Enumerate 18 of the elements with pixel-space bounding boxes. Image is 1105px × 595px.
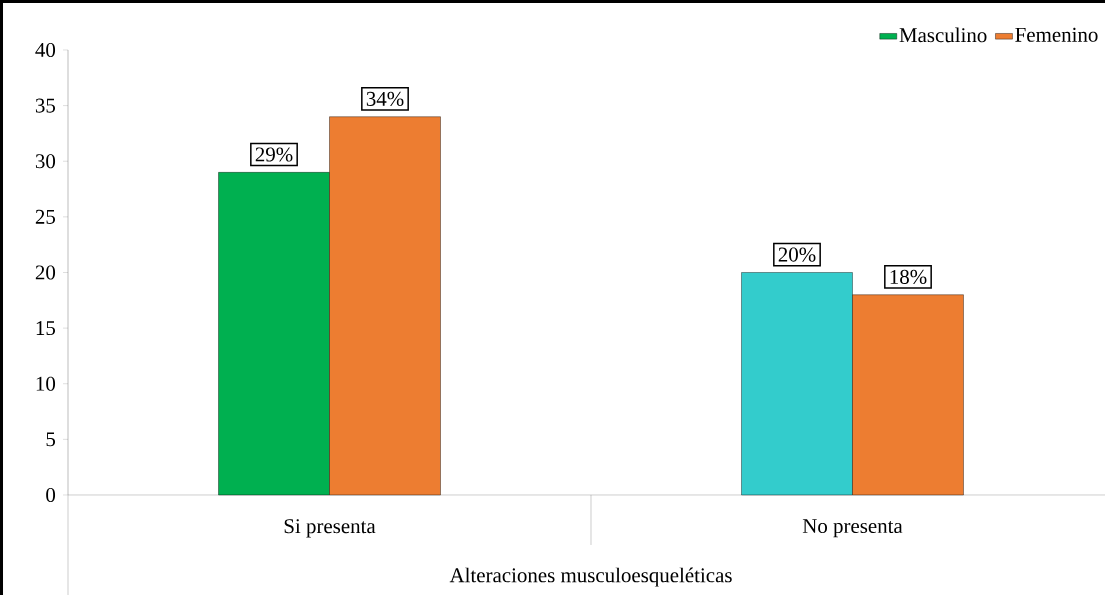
y-tick-label: 30 xyxy=(35,154,56,169)
data-label: 18% xyxy=(890,269,927,284)
y-tick-label: 10 xyxy=(36,376,56,391)
data-label: 34% xyxy=(366,91,404,106)
legend-label: Masculino xyxy=(899,27,987,43)
y-tick-label: 5 xyxy=(46,432,56,447)
legend-label: Femenino xyxy=(1015,27,1098,42)
x-tick-label: Si presenta xyxy=(284,519,376,538)
y-tick-label: 0 xyxy=(46,487,56,503)
y-tick-label: 40 xyxy=(35,42,56,58)
data-label: 20% xyxy=(778,247,816,262)
x-axis-title: Alteraciones musculoesqueléticas xyxy=(449,567,732,587)
x-tick-label: No presenta xyxy=(802,519,903,538)
y-tick-label: 15 xyxy=(36,321,56,336)
y-tick-label: 35 xyxy=(35,98,56,113)
y-tick-label: 25 xyxy=(35,209,56,224)
data-label: 29% xyxy=(255,147,293,162)
y-tick-label: 20 xyxy=(35,265,56,280)
